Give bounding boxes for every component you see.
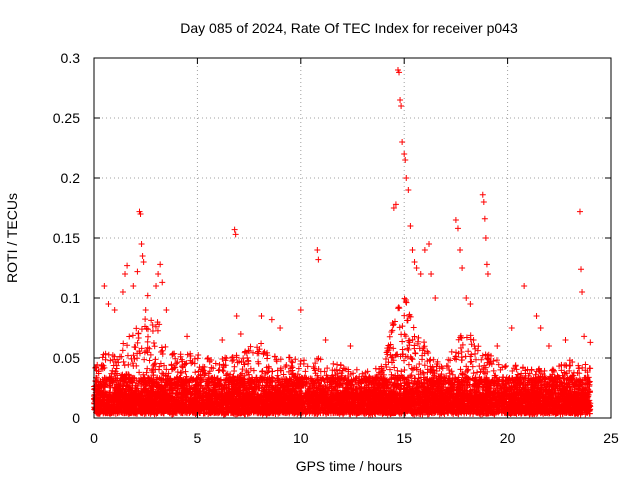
data-point xyxy=(237,371,244,378)
data-points xyxy=(91,67,594,418)
data-point xyxy=(409,336,416,343)
data-point xyxy=(93,374,100,381)
data-point xyxy=(396,324,403,331)
data-point xyxy=(459,370,466,377)
data-point xyxy=(118,353,125,360)
data-point xyxy=(119,347,126,354)
data-point xyxy=(173,360,180,367)
data-point xyxy=(168,361,175,368)
data-point xyxy=(297,358,304,365)
data-point xyxy=(259,368,266,375)
data-point xyxy=(495,361,502,368)
data-point xyxy=(144,349,151,356)
data-point xyxy=(151,343,158,350)
data-point xyxy=(478,356,485,363)
data-point xyxy=(177,351,184,358)
data-point xyxy=(475,343,482,350)
data-point xyxy=(134,339,141,346)
data-point xyxy=(285,368,292,375)
data-point xyxy=(304,363,311,370)
data-point xyxy=(457,366,464,373)
data-point xyxy=(144,365,151,372)
data-point xyxy=(502,363,509,370)
data-point xyxy=(410,324,417,331)
data-point xyxy=(421,362,428,369)
data-point xyxy=(136,369,143,376)
data-point xyxy=(150,339,157,346)
data-point xyxy=(102,356,109,363)
data-point xyxy=(390,321,397,328)
data-point xyxy=(443,362,450,369)
data-point xyxy=(143,347,150,354)
data-point xyxy=(315,365,322,372)
x-axis-label: GPS time / hours xyxy=(296,458,403,474)
data-point xyxy=(582,361,589,368)
data-point xyxy=(120,358,127,365)
data-point xyxy=(399,338,406,345)
data-point xyxy=(401,367,408,374)
data-point xyxy=(107,357,114,364)
data-point xyxy=(416,361,423,368)
data-point xyxy=(415,334,422,341)
data-point xyxy=(154,327,161,334)
data-point xyxy=(219,367,226,374)
data-point xyxy=(259,368,266,375)
data-point xyxy=(334,361,341,368)
data-point xyxy=(159,347,166,354)
data-point xyxy=(145,333,151,340)
data-point xyxy=(220,368,227,375)
data-point xyxy=(201,371,208,378)
data-point xyxy=(146,345,153,352)
data-point xyxy=(382,355,389,362)
y-axis-label: ROTI / TECUs xyxy=(4,193,20,283)
data-point xyxy=(399,323,406,330)
data-point xyxy=(247,365,254,372)
chart-title: Day 085 of 2024, Rate Of TEC Index for r… xyxy=(180,20,518,36)
data-point xyxy=(395,304,402,311)
data-point xyxy=(501,363,508,370)
data-point xyxy=(129,332,136,339)
data-point xyxy=(231,368,238,375)
data-point xyxy=(401,295,408,302)
data-point xyxy=(421,339,428,346)
data-point xyxy=(258,340,265,347)
data-point xyxy=(463,334,470,341)
data-point xyxy=(405,361,412,368)
data-point xyxy=(184,351,191,358)
data-point xyxy=(372,365,379,372)
data-point xyxy=(121,362,128,369)
data-point xyxy=(337,362,344,369)
data-point xyxy=(143,369,150,376)
data-point xyxy=(133,362,140,369)
data-point xyxy=(330,360,337,367)
data-point xyxy=(448,348,455,355)
data-point xyxy=(401,312,408,319)
data-point xyxy=(148,317,155,324)
data-point xyxy=(290,370,297,377)
data-point xyxy=(394,367,401,374)
data-point xyxy=(513,366,520,373)
data-point xyxy=(234,359,241,366)
data-point xyxy=(124,342,131,349)
data-point xyxy=(386,333,393,340)
